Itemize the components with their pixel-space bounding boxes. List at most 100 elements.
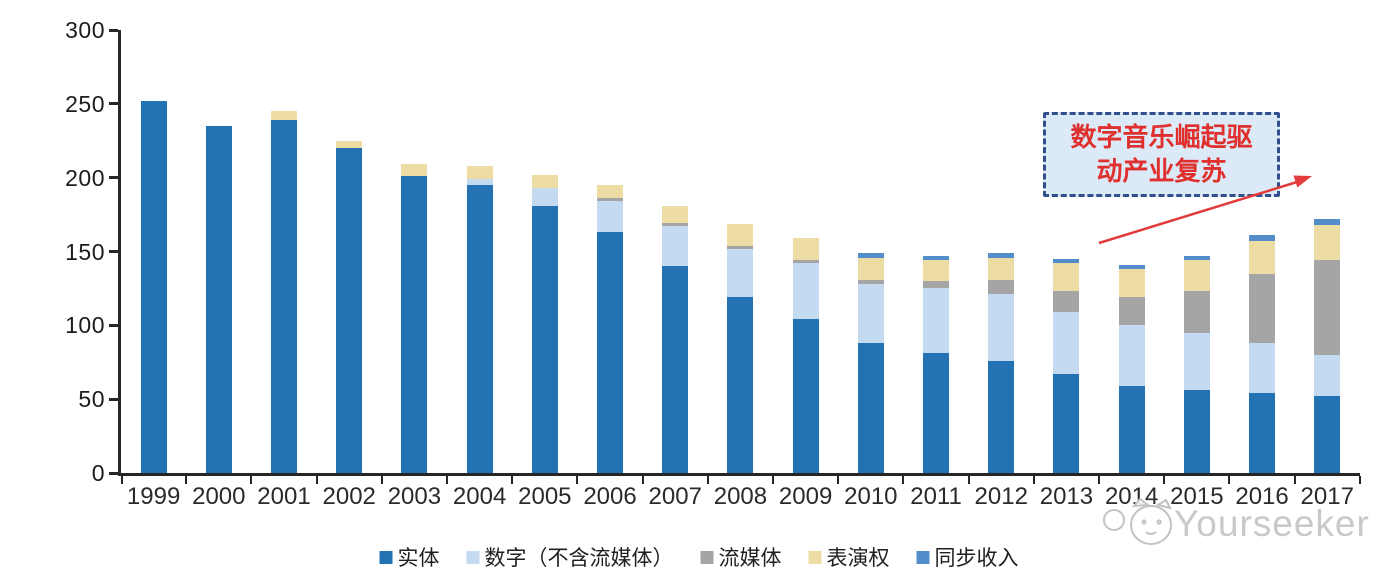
bar-segment (597, 232, 624, 473)
bar-column: 2007 (643, 30, 709, 510)
x-axis-tick (121, 476, 123, 484)
bar-segment (988, 279, 1015, 295)
bar-segment (1249, 343, 1276, 394)
bar-column: 2003 (382, 30, 449, 510)
bar-column: 1999 (121, 30, 188, 510)
bar-segment (857, 343, 884, 473)
legend-item-label: 表演权 (826, 546, 890, 570)
legend-item: 数字（不含流媒体） (466, 542, 674, 572)
bar-segment (923, 288, 950, 354)
bar-segment (466, 185, 493, 473)
x-axis-label: 2001 (257, 483, 311, 510)
bar-segment (988, 294, 1015, 361)
bar-segment (923, 353, 950, 473)
bar-segment (140, 100, 167, 473)
bar-segment (857, 279, 884, 285)
y-axis-tick-label: 50 (78, 386, 105, 413)
bar-segment (1118, 385, 1145, 473)
bar-segment (1053, 258, 1080, 264)
x-axis-tick (1228, 476, 1231, 484)
x-axis-tick (185, 476, 188, 484)
bar-segment (988, 360, 1015, 473)
annotation-text-line2: 动产业复苏 (1096, 156, 1227, 186)
legend-swatch (700, 550, 714, 564)
bar-column: 2000 (186, 30, 253, 510)
bar-segment (662, 266, 689, 473)
bar-stack (1118, 264, 1145, 473)
bar-segment (597, 185, 624, 199)
x-axis-label: 2017 (1300, 483, 1354, 510)
x-axis-label: 2002 (322, 483, 376, 510)
x-axis-label: 2015 (1170, 483, 1224, 510)
bar-column: 2011 (903, 30, 970, 510)
bar-segment (1183, 390, 1210, 473)
y-axis-tick (109, 102, 118, 106)
x-axis-tick (837, 476, 840, 484)
legend-swatch (916, 550, 930, 564)
bar-stack (923, 255, 950, 473)
bar-column: 2009 (773, 30, 840, 510)
bar-segment (1249, 273, 1276, 344)
x-axis-label: 2006 (583, 483, 637, 510)
legend-item: 实体 (379, 542, 440, 572)
bar-stack (205, 126, 232, 473)
bar-segment (792, 238, 819, 261)
bar-segment (1183, 291, 1210, 333)
bar-segment (1314, 354, 1341, 397)
x-axis-label: 2016 (1235, 483, 1289, 510)
bar-segment (1183, 332, 1210, 391)
legend-item: 流媒体 (700, 542, 782, 572)
x-axis-label: 2012 (974, 483, 1028, 510)
bar-segment (1249, 393, 1276, 473)
bar-stack (988, 253, 1015, 473)
x-axis-tick (511, 476, 514, 484)
bar-stack (1249, 235, 1276, 473)
x-axis-label: 2008 (713, 483, 768, 510)
x-axis-tick (1293, 476, 1296, 484)
x-axis-tick (902, 476, 905, 484)
bar-column: 2010 (838, 30, 905, 510)
bar-column: 2005 (512, 30, 579, 510)
bar-segment (662, 226, 689, 267)
x-axis-label: 2003 (387, 483, 442, 510)
bar-stack (336, 140, 363, 473)
legend-swatch (466, 550, 480, 564)
x-axis-tick (250, 476, 253, 484)
bar-column: 2004 (447, 30, 514, 510)
bar-segment (923, 260, 950, 282)
bar-segment (1053, 374, 1080, 473)
x-axis-tick (641, 476, 644, 484)
watermark-logo-icon (1103, 498, 1172, 545)
bar-column: 2012 (969, 30, 1035, 510)
bar-column: 2017 (1295, 30, 1361, 510)
y-axis-tick (109, 471, 118, 475)
bar-segment (988, 253, 1015, 258)
legend-swatch (808, 550, 822, 564)
bar-segment (336, 140, 363, 149)
bar-stack (597, 185, 624, 473)
bar-segment (466, 179, 493, 186)
bar-segment (857, 257, 884, 280)
bar-segment (857, 284, 884, 344)
bar-column: 2002 (317, 30, 383, 510)
bar-segment (857, 253, 884, 258)
x-axis-tick (1098, 476, 1101, 484)
bar-segment (1118, 264, 1145, 270)
bar-segment (662, 205, 689, 224)
x-axis-label: 2011 (910, 483, 962, 510)
y-axis-tick (109, 176, 118, 180)
bar-column: 2013 (1034, 30, 1101, 510)
legend-item: 同步收入 (916, 542, 1019, 572)
bar-segment (271, 111, 297, 121)
bar-segment (727, 245, 754, 249)
bar-segment (1183, 260, 1210, 292)
bar-segment (1118, 297, 1145, 326)
bar-stack (466, 165, 493, 473)
bar-stack (1314, 219, 1341, 473)
legend: 实体 数字（不含流媒体） 流媒体 表演权 同步收入 (379, 542, 1019, 572)
bar-stack (140, 100, 167, 473)
bar-segment (1314, 260, 1341, 355)
bar-segment (792, 263, 819, 320)
bar-segment (1314, 225, 1341, 261)
